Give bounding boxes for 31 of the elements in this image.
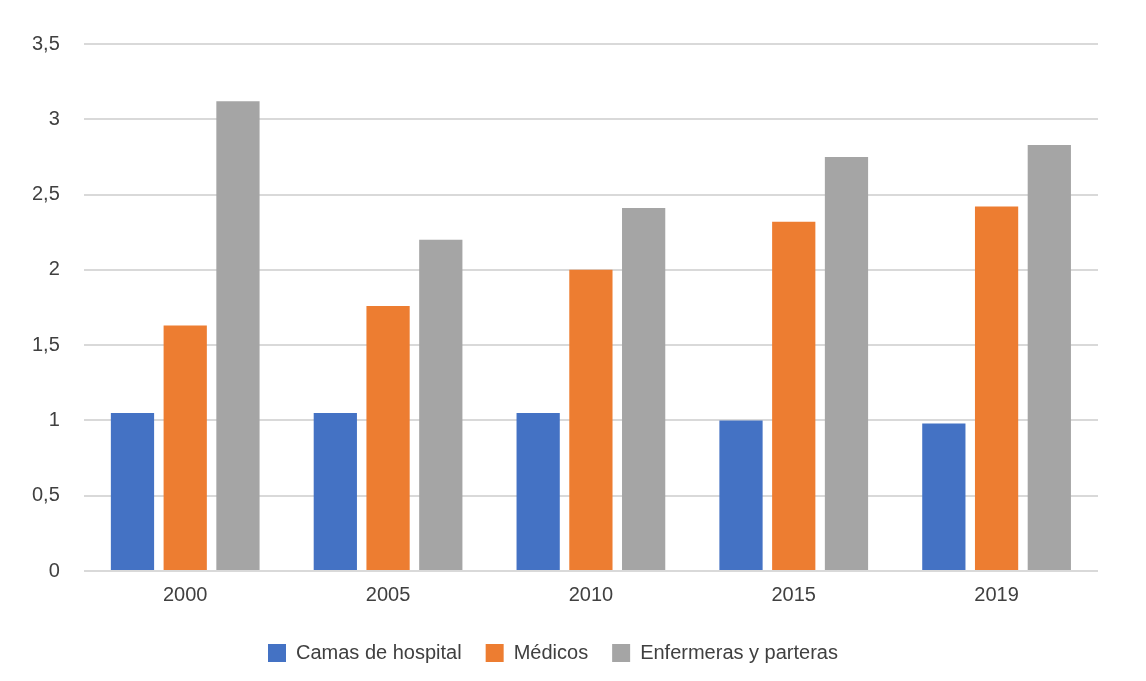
legend-label: Camas de hospital: [296, 640, 462, 663]
bar: [163, 325, 207, 570]
bar: [366, 305, 410, 570]
bar: [216, 101, 260, 570]
y-tick-label: 2: [48, 257, 60, 280]
bar: [516, 412, 560, 570]
y-tick-label: 1,5: [31, 332, 60, 355]
y-tick-label: 2,5: [31, 182, 60, 205]
bar: [772, 221, 816, 570]
y-tick-label: 1: [48, 407, 60, 430]
y-tick-label: 3: [48, 106, 60, 129]
y-tick-label: 0: [48, 558, 60, 581]
x-tick-label: 2019: [974, 582, 1019, 605]
bar: [719, 420, 763, 570]
legend-label: Enfermeras y parteras: [640, 640, 838, 663]
legend-label: Médicos: [513, 640, 589, 663]
bar: [110, 412, 155, 570]
bar: [569, 269, 613, 570]
y-tick-label: 0,5: [31, 483, 60, 506]
bar: [1027, 144, 1071, 570]
x-tick-label: 2000: [162, 582, 208, 605]
bar: [974, 206, 1019, 570]
bar: [922, 423, 966, 570]
x-tick-label: 2010: [568, 582, 614, 605]
x-tick-label: 2005: [365, 582, 411, 605]
y-tick-label: 3,5: [31, 31, 60, 54]
x-tick-label: 2015: [771, 582, 816, 605]
bar: [622, 208, 666, 570]
bar: [419, 239, 463, 570]
bar: [313, 412, 357, 570]
bar: [824, 156, 869, 570]
